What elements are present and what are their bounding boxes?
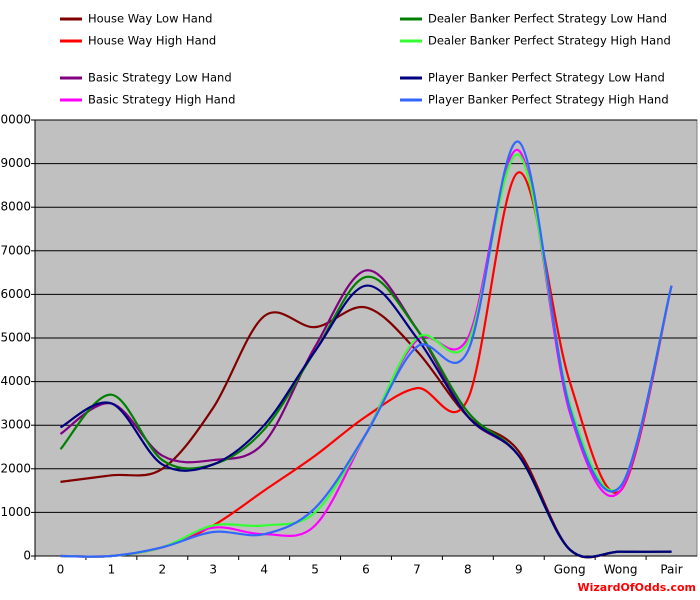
- y-tick-label: 6000: [0, 287, 31, 301]
- x-tick-label: 6: [362, 563, 370, 577]
- x-tick-label: 8: [464, 563, 472, 577]
- y-tick-label: 8000: [0, 200, 31, 214]
- x-tick-label: 4: [260, 563, 268, 577]
- legend-label: Basic Strategy Low Hand: [88, 71, 232, 85]
- x-tick-label: 7: [413, 563, 421, 577]
- watermark: WizardOfOdds.com: [577, 581, 696, 594]
- x-tick-label: Wong: [604, 563, 638, 577]
- x-tick-label: 0: [57, 563, 65, 577]
- legend-label: Player Banker Perfect Strategy High Hand: [428, 93, 669, 107]
- legend-label: House Way Low Hand: [88, 12, 212, 26]
- y-tick-label: 1000: [0, 505, 31, 519]
- series-line: [59, 284, 672, 559]
- y-tick-label: 5000: [0, 331, 31, 345]
- y-tick-label: 9000: [0, 156, 31, 170]
- y-tick-label: 4000: [0, 374, 31, 388]
- y-tick-label: 10000: [0, 113, 31, 127]
- legend-label: Dealer Banker Perfect Strategy Low Hand: [428, 12, 667, 26]
- x-tick-label: Pair: [660, 563, 682, 577]
- legend-label: Player Banker Perfect Strategy Low Hand: [428, 71, 665, 85]
- series-line: [60, 171, 673, 558]
- x-tick-label: 3: [209, 563, 217, 577]
- x-tick-label: 1: [108, 563, 116, 577]
- y-tick-label: 2000: [0, 461, 31, 475]
- x-tick-label: 9: [515, 563, 523, 577]
- legend-label: Dealer Banker Perfect Strategy High Hand: [428, 34, 671, 48]
- y-tick-label: 7000: [0, 243, 31, 257]
- x-tick-label: 5: [311, 563, 319, 577]
- x-tick-label: 2: [158, 563, 166, 577]
- series-line: [60, 153, 673, 558]
- legend-label: Basic Strategy High Hand: [88, 93, 235, 107]
- series-line: [60, 140, 673, 558]
- y-tick-label: 0: [23, 549, 31, 563]
- legend-label: House Way High Hand: [88, 34, 216, 48]
- x-tick-label: Gong: [554, 563, 586, 577]
- y-tick-label: 3000: [0, 418, 31, 432]
- legend: House Way Low Hand House Way High Hand Bas…: [60, 12, 671, 107]
